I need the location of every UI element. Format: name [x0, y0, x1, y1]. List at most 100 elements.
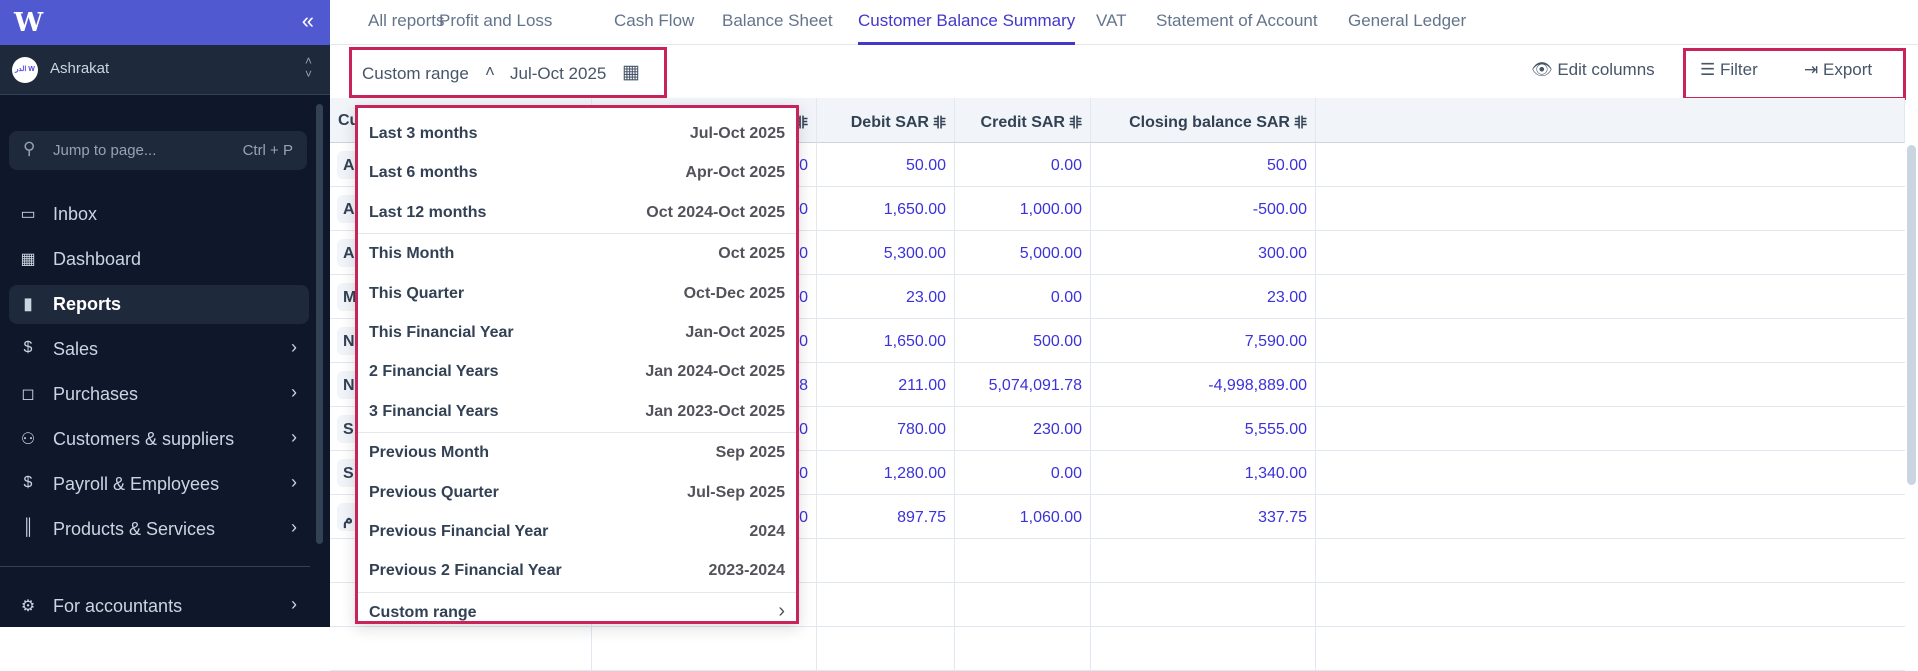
range-option-this-quarter[interactable]: This Quarter Oct-Dec 2025: [358, 274, 796, 313]
chevron-right-icon: ›: [291, 427, 297, 447]
sidebar-item-label: Customers & suppliers: [53, 429, 235, 449]
sidebar-item-products-services[interactable]: ║ Products & Services ›: [9, 510, 309, 549]
cell-debit: 780.00: [817, 407, 955, 451]
cell-closing: [1091, 539, 1316, 583]
range-option-label: Previous 2 Financial Year: [369, 562, 562, 580]
cell-c2: [592, 583, 817, 627]
column-header[interactable]: Debit SAR ⾮: [817, 98, 955, 143]
tab-profit-and-loss[interactable]: Profit and Loss: [439, 11, 553, 30]
calendar-icon[interactable]: ▦: [622, 62, 640, 83]
sidebar-item-label: Purchases: [53, 384, 139, 404]
chart-gear-icon: ⚙: [20, 598, 36, 615]
sidebar-item-purchases[interactable]: ◻ Purchases ›: [9, 375, 309, 414]
chevron-right-icon: ›: [291, 472, 297, 492]
table-scrollbar[interactable]: [1907, 145, 1916, 485]
range-option-this-month[interactable]: This Month Oct 2025: [358, 234, 796, 273]
tab-statement-of-account[interactable]: Statement of Account: [1156, 11, 1318, 30]
sidebar-divider: [0, 566, 310, 567]
cell-credit: 5,074,091.78: [955, 363, 1091, 407]
range-option-label: Previous Month: [369, 444, 490, 462]
cell-c2: 8: [592, 363, 817, 407]
tab-cash-flow[interactable]: Cash Flow: [614, 11, 695, 30]
range-option-label: This Month: [369, 245, 455, 263]
range-option-last-12-months[interactable]: Last 12 months Oct 2024-Oct 2025: [358, 193, 796, 232]
sidebar-item-inbox[interactable]: ▭ Inbox: [9, 195, 309, 234]
sidebar-scrollbar[interactable]: [316, 104, 323, 544]
sidebar-item-label: Dashboard: [53, 249, 142, 269]
cell-c2: 0: [592, 451, 817, 495]
sidebar-item-dashboard[interactable]: ▦ Dashboard: [9, 240, 309, 279]
range-option-custom-range[interactable]: Custom range ›: [358, 593, 796, 632]
collapse-sidebar-icon[interactable]: «: [301, 8, 314, 33]
cell-credit: 0.00: [955, 275, 1091, 319]
column-header-label: Debit SAR: [850, 114, 929, 131]
range-option-this-financial-year[interactable]: This Financial Year Jan-Oct 2025: [358, 313, 796, 352]
export-button[interactable]: ⇥ Export: [1804, 60, 1872, 80]
logo: W: [14, 8, 43, 38]
sidebar-item-customers-suppliers[interactable]: ⚇ Customers & suppliers ›: [9, 420, 309, 459]
range-option-dates: Apr-Oct 2025: [685, 164, 785, 182]
range-option-previous-financial-year[interactable]: Previous Financial Year 2024: [358, 512, 796, 551]
dropdown-divider: [358, 432, 796, 434]
cell-c2: 0: [592, 231, 817, 275]
filter-icon: ☰: [1700, 60, 1716, 79]
range-option-last-3-months[interactable]: Last 3 months Jul-Oct 2025: [358, 114, 796, 153]
range-option-dates: Oct 2024-Oct 2025: [646, 203, 785, 221]
filter-label: Filter: [1719, 60, 1758, 79]
column-header[interactable]: Closing balance SAR ⾮: [1091, 98, 1316, 143]
cell-debit: 897.75: [817, 495, 955, 539]
cell-credit: 230.00: [955, 407, 1091, 451]
sidebar-item-label: Payroll & Employees: [53, 474, 220, 494]
cell-closing: [1091, 583, 1316, 627]
range-option-previous-quarter[interactable]: Previous Quarter Jul-Sep 2025: [358, 473, 796, 512]
date-range-picker[interactable]: Custom range ˄ Jul-Oct 2025 ▦: [349, 47, 667, 98]
tab-vat[interactable]: VAT: [1096, 11, 1127, 30]
date-range-dropdown: Last 3 months Jul-Oct 2025 Last 6 months Ap…: [355, 105, 799, 624]
sidebar-item-payroll-employees[interactable]: $ Payroll & Employees ›: [9, 465, 309, 504]
edit-columns-label: Edit columns: [1557, 60, 1655, 79]
cell-debit: 50.00: [817, 143, 955, 187]
range-option-label: Last 3 months: [369, 125, 478, 142]
cell-c2: 0: [592, 407, 817, 451]
cell-closing: -500.00: [1091, 187, 1316, 231]
tab-balance-sheet[interactable]: Balance Sheet: [722, 11, 833, 30]
chevron-up-down-icon: ˄ ˅: [304, 54, 312, 81]
sidebar-item-sales[interactable]: $ Sales ›: [9, 330, 309, 369]
dropdown-divider: [358, 233, 796, 235]
cell-debit: 5,300.00: [817, 231, 955, 275]
tab-all-reports[interactable]: All reports: [368, 11, 445, 30]
inbox-icon: ▭: [20, 206, 36, 223]
cell-credit: [955, 627, 1091, 671]
sidebar-item-for-accountants[interactable]: ⚙ For accountants ›: [9, 587, 309, 626]
chevron-up-icon: ˄: [485, 62, 495, 81]
range-option-label: This Financial Year: [369, 324, 514, 341]
account-switcher[interactable]: الدر W Ashrakat ˄ ˅: [0, 45, 330, 95]
jump-to-page-search[interactable]: ⚲ Jump to page... Ctrl + P: [9, 131, 307, 170]
sidebar-item-label: For accountants: [53, 596, 183, 616]
cell-credit: 5,000.00: [955, 231, 1091, 275]
range-option-dates: Jan-Oct 2025: [685, 324, 785, 341]
table-row[interactable]: [330, 627, 1905, 671]
range-option-previous-2-financial-year[interactable]: Previous 2 Financial Year 2023-2024: [358, 551, 796, 590]
range-label: Custom range: [362, 64, 469, 83]
cell-closing: 50.00: [1091, 143, 1316, 187]
range-option-dates: Oct 2025: [718, 245, 785, 263]
edit-columns-button[interactable]: 👁 Edit columns: [1531, 60, 1655, 80]
filter-button[interactable]: ☰ Filter: [1700, 60, 1758, 80]
sidebar-item-reports[interactable]: ▮ Reports: [9, 285, 309, 324]
cell-closing: 300.00: [1091, 231, 1316, 275]
range-option-3-financial-years[interactable]: 3 Financial Years Jan 2023-Oct 2025: [358, 392, 796, 431]
tab-general-ledger[interactable]: General Ledger: [1348, 11, 1467, 30]
range-option-previous-month[interactable]: Previous Month Sep 2025: [358, 433, 796, 472]
cell-credit: 0.00: [955, 451, 1091, 495]
column-header[interactable]: Credit SAR ⾮: [955, 98, 1091, 143]
sidebar-item-label: Inbox: [53, 204, 98, 224]
cell-debit: 211.00: [817, 363, 955, 407]
cell-c2: [592, 539, 817, 583]
range-option-dates: 2023-2024: [708, 562, 785, 580]
riyal-icon: ⾮: [932, 115, 946, 130]
range-option-last-6-months[interactable]: Last 6 months Apr-Oct 2025: [358, 153, 796, 192]
cell-closing: 337.75: [1091, 495, 1316, 539]
range-option-2-financial-years[interactable]: 2 Financial Years Jan 2024-Oct 2025: [358, 352, 796, 391]
tab-customer-balance-summary[interactable]: Customer Balance Summary: [858, 11, 1076, 45]
